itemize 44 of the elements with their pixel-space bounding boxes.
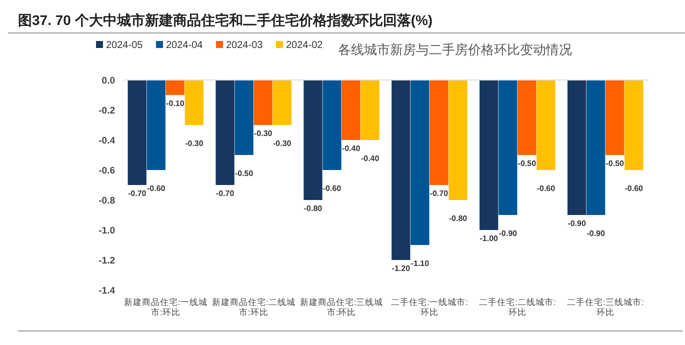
data-label: -0.40 (342, 144, 361, 153)
data-label: -0.60 (536, 184, 556, 193)
y-tick-label: -0.8 (98, 195, 115, 206)
x-tick-label: 新建商品住宅:一线城市:环比 (124, 297, 208, 317)
data-label: -0.70 (216, 189, 235, 198)
data-label: -1.00 (480, 234, 499, 243)
data-label: -0.90 (586, 229, 606, 238)
data-label: -0.30 (185, 139, 204, 148)
y-tick-label: -1.2 (98, 255, 115, 266)
data-label: -0.80 (448, 214, 468, 223)
legend-label: 2024-05 (106, 40, 144, 51)
data-label: -0.30 (254, 129, 273, 138)
data-label: -1.10 (410, 259, 430, 268)
x-tick-label: 二手住宅:二线城市:环比 (479, 297, 556, 317)
data-label: -0.90 (568, 219, 586, 228)
data-label: -0.60 (322, 184, 342, 193)
data-label: -0.50 (518, 159, 537, 168)
x-tick-label: 二手住宅:一线城市:环比 (391, 297, 468, 317)
x-tick-label: 新建商品住宅:二线城市:环比 (212, 297, 296, 317)
y-tick-label: 0.0 (102, 75, 115, 86)
y-tick-label: -1.0 (98, 225, 115, 236)
legend-label: 2024-02 (286, 40, 324, 51)
y-tick-label: -0.4 (98, 135, 116, 146)
data-label: -0.10 (166, 99, 185, 108)
legend-label: 2024-04 (166, 40, 204, 51)
data-label: -1.20 (392, 264, 411, 273)
data-label: -0.80 (304, 204, 323, 213)
chart-title: 图37. 70 个大中城市新建商品住宅和二手住宅价格指数环比回落(%) (18, 12, 433, 28)
x-tick-label: 二手住宅:三线城市:环比 (566, 297, 644, 317)
chart-subtitle: 各线城市新房与二手房价格环比变动情况 (338, 42, 572, 57)
data-label: -0.40 (360, 154, 380, 163)
data-label: -0.60 (147, 184, 166, 193)
data-label: -0.90 (498, 229, 518, 238)
y-tick-label: -0.6 (98, 165, 115, 176)
data-label: -0.70 (128, 189, 147, 198)
data-label: -0.30 (273, 139, 292, 148)
data-label: -0.50 (606, 159, 625, 168)
legend-label: 2024-03 (226, 40, 264, 51)
data-label: -0.70 (430, 189, 449, 198)
x-tick-label: 新建商品住宅:三线城市:环比 (300, 297, 384, 317)
data-label: -0.50 (234, 169, 254, 178)
data-label: -0.60 (624, 184, 644, 193)
y-tick-label: -0.2 (98, 105, 115, 116)
y-tick-label: -1.4 (98, 285, 116, 296)
